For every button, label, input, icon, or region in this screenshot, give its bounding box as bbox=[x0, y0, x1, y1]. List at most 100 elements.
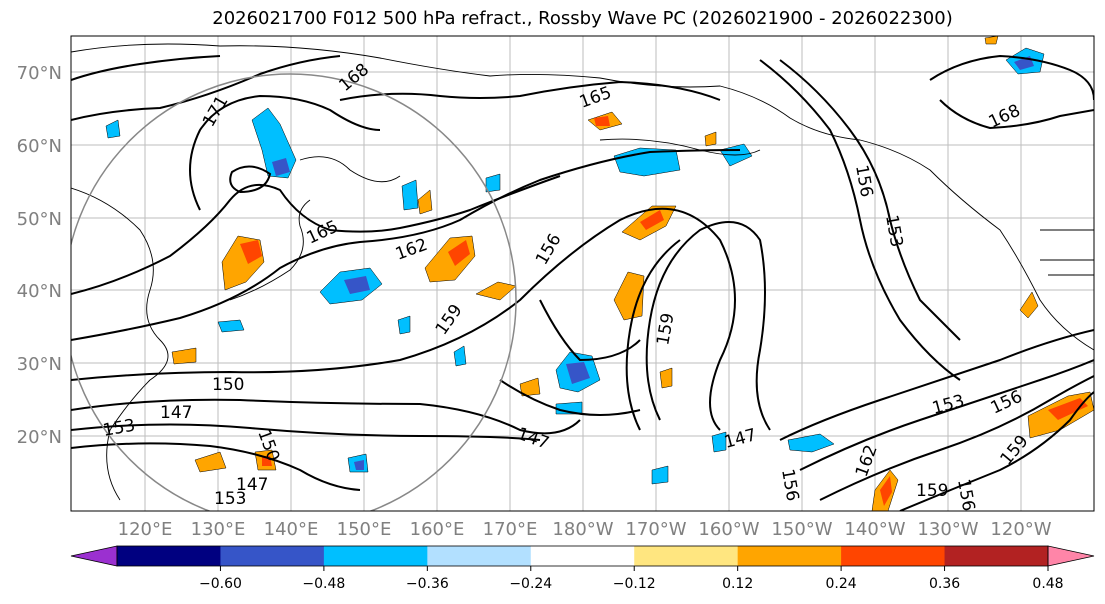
lon-label: 170°E bbox=[483, 519, 538, 540]
lon-label: 150°W bbox=[771, 519, 832, 540]
contour-line bbox=[71, 398, 581, 435]
shade-negative bbox=[651, 465, 669, 485]
shade-positive bbox=[1019, 291, 1039, 319]
shade-negative bbox=[787, 433, 835, 453]
map-border bbox=[70, 35, 1095, 512]
contour-label: 150 bbox=[212, 375, 244, 395]
contour-line bbox=[71, 55, 341, 121]
shade-positive-strong bbox=[448, 240, 470, 266]
shade-positive-strong bbox=[594, 116, 610, 126]
lon-label: 130°E bbox=[191, 519, 246, 540]
colorbar-segment bbox=[323, 546, 428, 566]
contour-line bbox=[71, 207, 736, 431]
contour-line bbox=[779, 329, 1094, 441]
shade-positive-strong bbox=[640, 210, 664, 230]
colorbar-segment bbox=[841, 546, 946, 566]
colorbar-tick-label: 0.48 bbox=[1032, 576, 1063, 592]
shade-positive bbox=[704, 131, 717, 147]
lon-label: 140°E bbox=[264, 519, 319, 540]
shade-positive bbox=[194, 451, 227, 473]
shade-positive bbox=[171, 347, 197, 365]
great-circle-ring bbox=[71, 73, 517, 511]
colorbar-extend-max bbox=[1047, 545, 1095, 567]
contour-line bbox=[71, 175, 561, 295]
contour-label: 147 bbox=[160, 403, 192, 423]
colorbar-tick-label: −0.12 bbox=[613, 576, 656, 592]
shade-negative-strong bbox=[272, 158, 290, 176]
shade-negative bbox=[217, 319, 245, 333]
colorbar-segment bbox=[944, 546, 1049, 566]
contour-line bbox=[229, 165, 272, 194]
shade-positive bbox=[417, 189, 433, 215]
colorbar-segment bbox=[117, 546, 221, 566]
contours bbox=[71, 54, 1094, 511]
colorbar-segment bbox=[737, 546, 842, 566]
latitude-labels: 70°N 60°N 50°N 40°N 30°N 20°N bbox=[17, 63, 62, 448]
lon-label: 120°E bbox=[118, 519, 173, 540]
lat-label-20n: 20°N bbox=[17, 427, 62, 448]
contour-label: 147 bbox=[236, 475, 268, 495]
contour-line bbox=[189, 94, 381, 211]
shade-negative-strong bbox=[344, 276, 370, 294]
lat-label-70n: 70°N bbox=[17, 63, 62, 84]
contour-line bbox=[71, 423, 541, 441]
colorbar-frame bbox=[116, 545, 1049, 567]
lon-label: 160°E bbox=[410, 519, 465, 540]
contour-line bbox=[71, 442, 361, 491]
lon-label: 160°W bbox=[698, 519, 759, 540]
contour-line bbox=[799, 359, 1094, 471]
colorbar-segment bbox=[634, 546, 739, 566]
colorbar-segment bbox=[530, 546, 635, 566]
contour-line bbox=[499, 379, 641, 416]
contour-line bbox=[645, 221, 771, 431]
contour-line bbox=[779, 59, 961, 341]
colorbar-tick-label: 0.36 bbox=[929, 576, 960, 592]
shade-negative bbox=[711, 431, 727, 453]
coastline-north bbox=[71, 43, 1094, 351]
contour-line bbox=[819, 375, 1094, 501]
colorbar: −0.60 −0.48 −0.36 −0.24 −0.12 0.12 0.24 0.36 0.4… bbox=[70, 545, 1095, 592]
shade-negative bbox=[401, 179, 419, 211]
colorbar-tick-label: −0.36 bbox=[406, 576, 449, 592]
contour-line bbox=[759, 59, 961, 381]
contour-line bbox=[625, 239, 681, 431]
coastline-kamchatka bbox=[299, 156, 401, 183]
coastline-asia bbox=[71, 187, 169, 501]
graticule bbox=[71, 36, 1094, 511]
lon-label: 150°E bbox=[337, 519, 392, 540]
colorbar-extend-min bbox=[70, 545, 118, 567]
colorbar-tick-label: 0.24 bbox=[826, 576, 857, 592]
colorbar-tick-label: −0.48 bbox=[302, 576, 345, 592]
colorbar-tick-label: 0.12 bbox=[722, 576, 753, 592]
shade-negative-strong bbox=[566, 362, 590, 384]
lon-label: 180°W bbox=[552, 519, 613, 540]
shade-negative bbox=[397, 315, 411, 335]
coastline-aleutians bbox=[599, 138, 761, 156]
map-title: 2026021700 F012 500 hPa refract., Rossby… bbox=[212, 8, 953, 29]
lat-label-50n: 50°N bbox=[17, 209, 62, 230]
contour-line bbox=[71, 55, 221, 81]
lat-label-60n: 60°N bbox=[17, 136, 62, 157]
shade-positive-strong bbox=[1048, 398, 1088, 420]
contour-label: 159 bbox=[916, 481, 948, 501]
colorbar-segment bbox=[220, 546, 325, 566]
colorbar-segment bbox=[427, 546, 532, 566]
lat-label-40n: 40°N bbox=[17, 281, 62, 302]
shade-positive bbox=[613, 271, 645, 321]
lon-label: 120°W bbox=[990, 519, 1051, 540]
shade-negative bbox=[453, 345, 467, 367]
contour-line bbox=[929, 54, 1094, 101]
lat-label-30n: 30°N bbox=[17, 354, 62, 375]
shade-negative bbox=[105, 119, 121, 139]
contour-line bbox=[899, 391, 1094, 511]
lon-label: 170°W bbox=[625, 519, 686, 540]
colorbar-tick-label: −0.24 bbox=[509, 576, 552, 592]
lon-label: 140°W bbox=[844, 519, 905, 540]
contour-label: 153 bbox=[214, 489, 246, 509]
contour-line bbox=[339, 80, 721, 101]
coastline-na bbox=[1040, 229, 1094, 276]
colorbar-tick-label: −0.60 bbox=[199, 576, 242, 592]
coastlines bbox=[71, 43, 1094, 501]
